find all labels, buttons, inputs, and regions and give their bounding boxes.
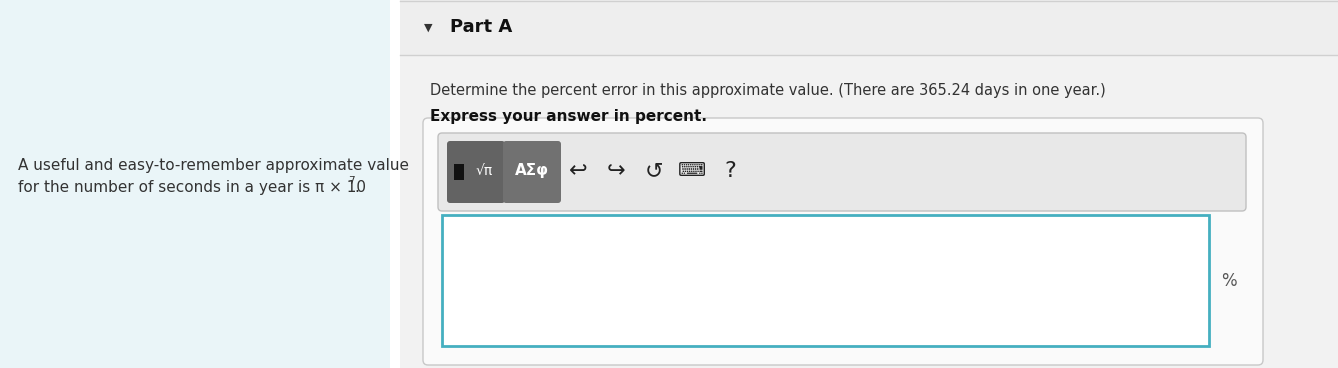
Text: ▼: ▼ [424, 22, 432, 32]
Text: AΣφ: AΣφ [515, 163, 549, 178]
Text: ↺: ↺ [645, 161, 664, 181]
Bar [454, 164, 464, 180]
Text: for the number of seconds in a year is π × 10: for the number of seconds in a year is π… [17, 180, 367, 195]
Text: Express your answer in percent.: Express your answer in percent. [429, 109, 706, 124]
Text: .: . [355, 180, 359, 195]
Text: A useful and easy-to-remember approximate value: A useful and easy-to-remember approximat… [17, 158, 409, 173]
FancyBboxPatch shape [447, 141, 504, 203]
Text: Determine the percent error in this approximate value. (There are 365.24 days in: Determine the percent error in this appr… [429, 83, 1105, 98]
Text: ↩: ↩ [569, 161, 587, 181]
FancyBboxPatch shape [442, 215, 1210, 346]
Text: ?: ? [724, 161, 736, 181]
FancyBboxPatch shape [423, 118, 1263, 365]
Bar [400, 0, 1338, 55]
Text: Part A: Part A [450, 18, 512, 36]
Bar [0, 0, 389, 368]
FancyBboxPatch shape [503, 141, 561, 203]
Bar [400, 0, 1338, 368]
Text: √π: √π [475, 164, 492, 178]
Text: ⌨: ⌨ [678, 162, 706, 180]
Text: 7: 7 [348, 176, 355, 186]
Text: ↪: ↪ [606, 161, 625, 181]
Text: %: % [1222, 272, 1236, 290]
FancyBboxPatch shape [438, 133, 1246, 211]
